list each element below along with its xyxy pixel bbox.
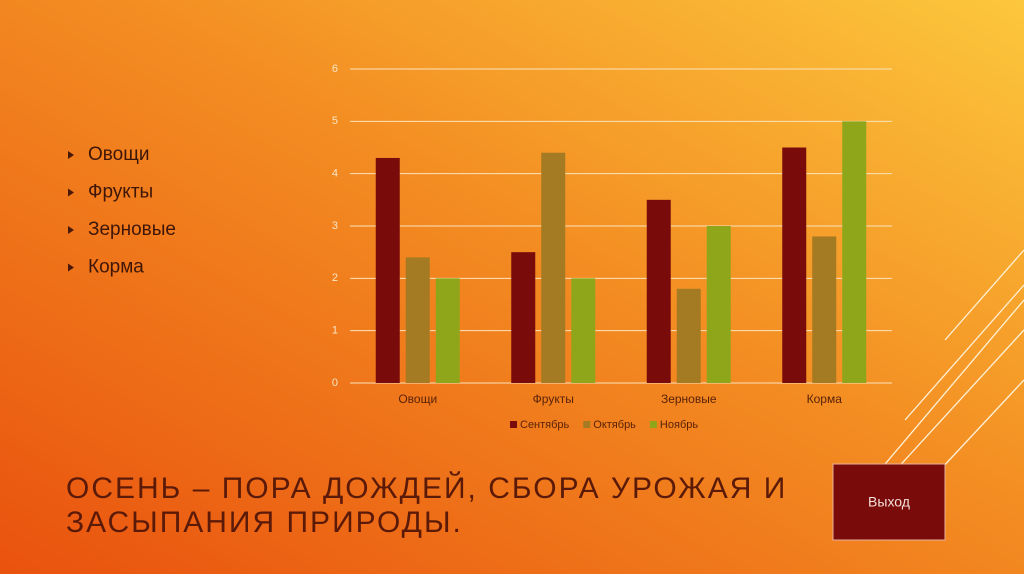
exit-button[interactable]: Выход <box>832 463 946 541</box>
legend-swatch <box>649 421 657 428</box>
bar <box>435 278 460 383</box>
y-tick-label: 6 <box>332 63 338 75</box>
bar <box>375 157 400 383</box>
legend-label: Октябрь <box>593 419 636 431</box>
legend-swatch <box>583 421 591 428</box>
bullet-arrow <box>68 226 74 234</box>
y-tick-label: 2 <box>332 272 338 284</box>
bullet-text: Корма <box>88 257 144 278</box>
button-label[interactable]: Выход <box>868 494 910 510</box>
legend-label: Сентябрь <box>520 419 570 431</box>
bar <box>646 199 671 383</box>
heading-line: ЗАСЫПАНИЯ ПРИРОДЫ. <box>66 506 463 539</box>
bullet-text: Овощи <box>88 144 149 165</box>
y-tick-label: 4 <box>332 168 338 180</box>
legend-swatch <box>510 421 517 428</box>
bar <box>676 288 701 383</box>
bar <box>541 152 566 383</box>
button-box[interactable] <box>832 463 946 541</box>
bar <box>571 278 596 383</box>
x-tick-label: Овощи <box>398 392 437 406</box>
bar <box>511 252 536 383</box>
x-tick-label: Корма <box>807 392 843 406</box>
y-tick-label: 3 <box>332 220 338 232</box>
heading-line: ОСЕНЬ – ПОРА ДОЖДЕЙ, СБОРА УРОЖАЯ И <box>66 471 787 505</box>
y-tick-label: 5 <box>332 115 338 127</box>
heading: ОСЕНЬ – ПОРА ДОЖДЕЙ, СБОРА УРОЖАЯ И ЗАСЫ… <box>66 471 787 539</box>
chart: 0 1 2 3 4 5 6 Овощи Фрукты Зерновые Корма Сентябрь О… <box>332 63 892 431</box>
y-tick-label: 1 <box>332 325 338 337</box>
bullet-list: Овощи Фрукты Зерновые Корма <box>68 144 176 278</box>
bar <box>706 226 731 383</box>
bullet-arrow <box>68 263 74 272</box>
bullet-arrow <box>68 151 74 159</box>
bar <box>405 257 430 383</box>
bar <box>782 147 807 383</box>
y-tick-label: 0 <box>332 377 338 389</box>
bullet-text: Фрукты <box>88 182 153 203</box>
legend-label: Ноябрь <box>660 419 698 431</box>
x-tick-label: Фрукты <box>533 392 574 406</box>
bullet-text: Зерновые <box>88 219 176 240</box>
bar <box>842 121 867 383</box>
bar <box>812 236 837 383</box>
bullet-arrow <box>68 188 74 197</box>
x-tick-label: Зерновые <box>661 392 717 406</box>
